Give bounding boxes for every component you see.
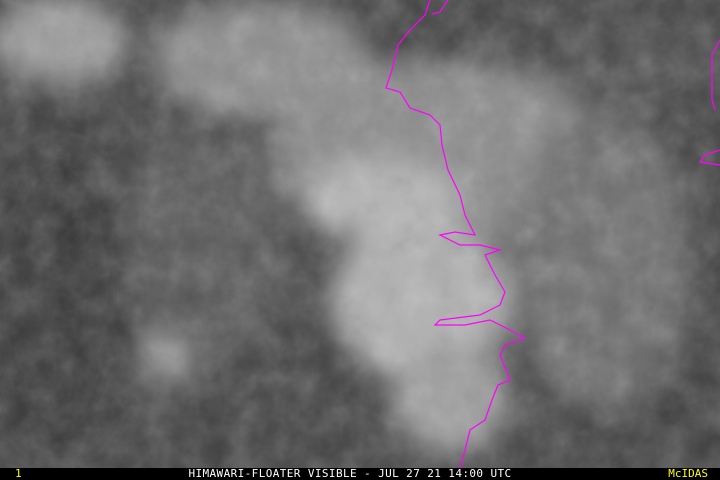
frame-number: 1 (15, 467, 22, 480)
cloud-texture (0, 0, 720, 468)
satellite-image (0, 0, 720, 468)
image-title: HIMAWARI-FLOATER VISIBLE - JUL 27 21 14:… (188, 467, 512, 480)
caption-bar: 1 HIMAWARI-FLOATER VISIBLE - JUL 27 21 1… (0, 468, 720, 480)
mcidas-logo: McIDAS (668, 467, 708, 480)
coastline (385, 0, 720, 468)
